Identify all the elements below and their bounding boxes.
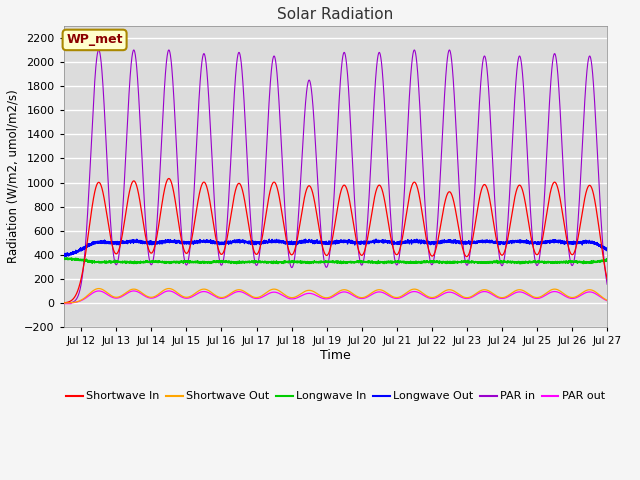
Legend: Shortwave In, Shortwave Out, Longwave In, Longwave Out, PAR in, PAR out: Shortwave In, Shortwave Out, Longwave In… — [61, 387, 609, 406]
Y-axis label: Radiation (W/m2, umol/m2/s): Radiation (W/m2, umol/m2/s) — [7, 90, 20, 264]
Title: Solar Radiation: Solar Radiation — [277, 7, 394, 22]
X-axis label: Time: Time — [320, 349, 351, 362]
Text: WP_met: WP_met — [67, 34, 123, 47]
